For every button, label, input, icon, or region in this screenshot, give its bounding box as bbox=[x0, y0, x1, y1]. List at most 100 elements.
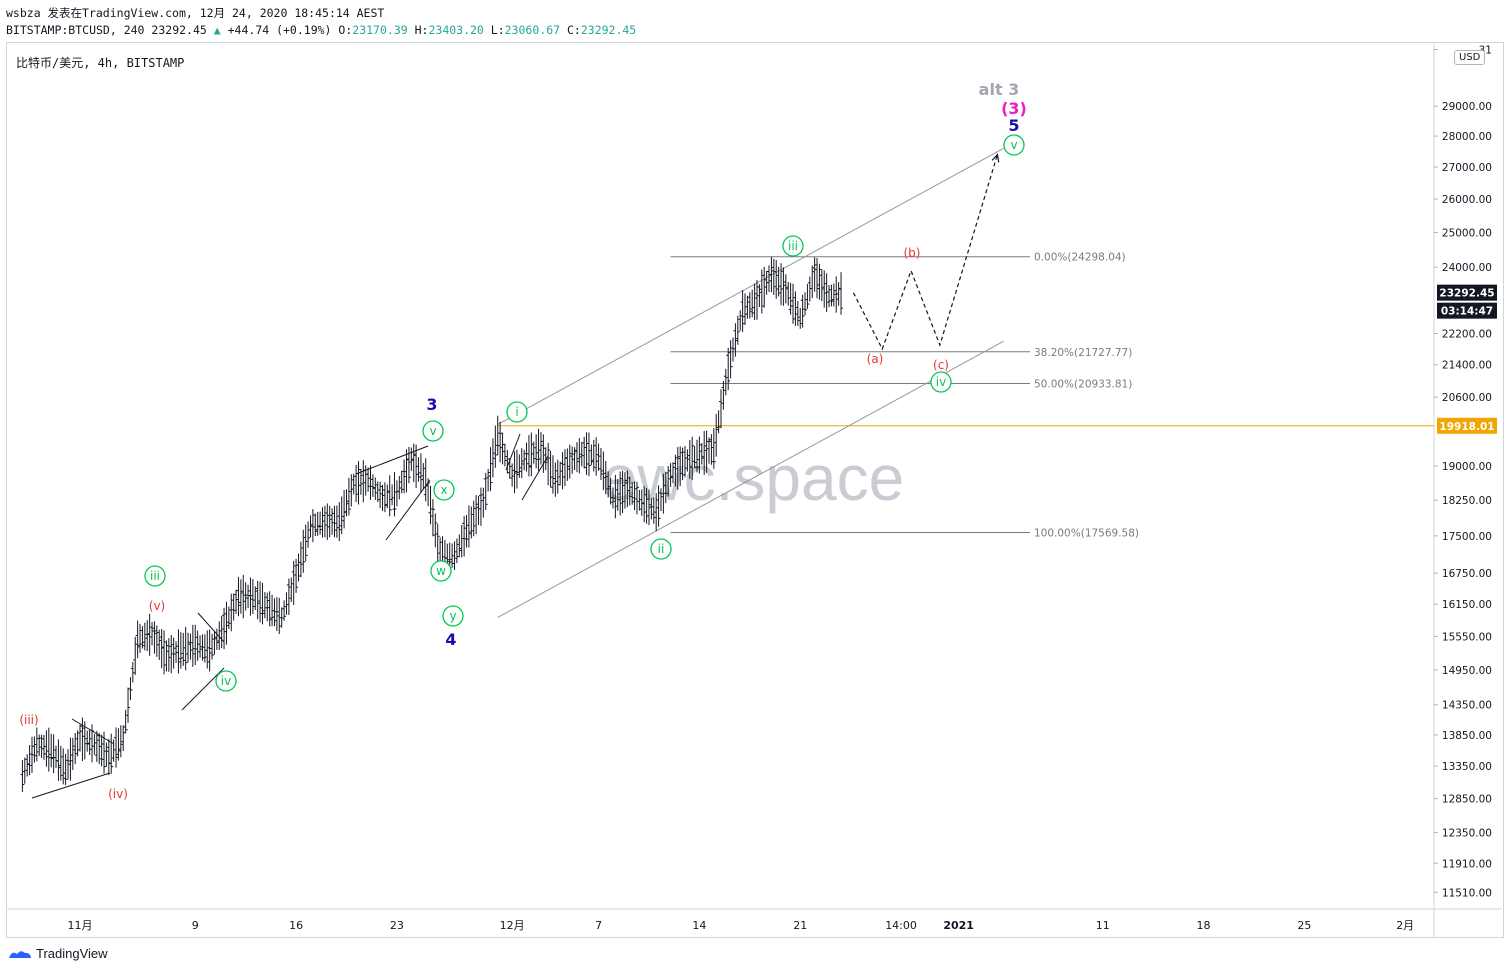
x-tick-label: 14:00 bbox=[885, 919, 917, 932]
wave-label: alt 3 bbox=[979, 80, 1020, 99]
y-tick-label: 11510.00 bbox=[1442, 887, 1492, 899]
y-tick-label: 18250.00 bbox=[1442, 495, 1492, 507]
author-line: wsbza 发表在TradingView.com, 12月 24, 2020 1… bbox=[6, 6, 385, 20]
price-label-box bbox=[1437, 302, 1497, 319]
wave-label-circle bbox=[215, 670, 237, 692]
price-label-text: 19918.01 bbox=[1439, 421, 1494, 433]
y-tick-label: 14350.00 bbox=[1442, 700, 1492, 712]
y-tick-label: 16750.00 bbox=[1442, 568, 1492, 580]
y-tick-label: 27000.00 bbox=[1442, 162, 1492, 174]
fib-level-label: 100.00%(17569.58) bbox=[1034, 528, 1139, 540]
ohlc-line: BITSTAMP:BTCUSD, 240 23292.45 ▲ +44.74 (… bbox=[6, 23, 636, 37]
wave-label: v bbox=[1010, 138, 1017, 152]
open-value: 23170.39 bbox=[352, 23, 408, 37]
wave-label: 4 bbox=[445, 630, 456, 649]
y-tick-label: 21400.00 bbox=[1442, 360, 1492, 372]
wave-label-circle bbox=[930, 371, 952, 393]
price-label-text: 03:14:47 bbox=[1441, 306, 1493, 318]
x-tick-label: 11月 bbox=[68, 919, 93, 932]
x-tick-label: 18 bbox=[1197, 919, 1211, 932]
close-label: C: bbox=[566, 23, 581, 37]
high-value: 23403.20 bbox=[428, 23, 484, 37]
currency-button[interactable]: USD bbox=[1454, 50, 1486, 65]
pattern-line bbox=[181, 667, 225, 711]
pattern-line bbox=[31, 772, 111, 799]
wave-label: (b) bbox=[904, 246, 921, 260]
y-tick-label: 19000.00 bbox=[1442, 461, 1492, 473]
x-tick-label: 23 bbox=[390, 919, 404, 932]
y-tick-label: 20600.00 bbox=[1442, 392, 1492, 404]
pattern-line bbox=[355, 445, 429, 475]
x-tick-label: 2月 bbox=[1396, 919, 1414, 932]
chart-title: 比特币/美元, 4h, BITSTAMP bbox=[16, 56, 185, 70]
wave-label-circle bbox=[144, 565, 166, 587]
x-tick-label: 16 bbox=[289, 919, 303, 932]
channel-line bbox=[497, 340, 1004, 618]
close-value: 23292.45 bbox=[580, 23, 637, 37]
wave-label: 5 bbox=[1008, 116, 1019, 135]
x-tick-label: 21 bbox=[793, 919, 807, 932]
y-tick-label: 15550.00 bbox=[1442, 631, 1492, 643]
wave-label-circle bbox=[430, 560, 452, 582]
y-tick-label: 17500.00 bbox=[1442, 531, 1492, 543]
fib-level-label: 0.00%(24298.04) bbox=[1034, 252, 1126, 264]
tradingview-footer[interactable]: TradingView bbox=[8, 946, 108, 961]
x-tick-label: 25 bbox=[1297, 919, 1311, 932]
wave-label-circle bbox=[433, 479, 455, 501]
last-price: 23292.45 bbox=[151, 23, 207, 37]
x-tick-label: 11 bbox=[1096, 919, 1110, 932]
wave-label-circle bbox=[442, 605, 464, 627]
y-tick-label: 13850.00 bbox=[1442, 730, 1492, 742]
price-label-box bbox=[1437, 417, 1497, 434]
projection-path bbox=[852, 154, 999, 351]
footer-brand: TradingView bbox=[36, 946, 108, 961]
low-label: L: bbox=[490, 23, 505, 37]
wave-label: ii bbox=[658, 542, 665, 556]
tradingview-logo-icon bbox=[9, 950, 31, 958]
wave-label: v bbox=[429, 424, 436, 438]
wave-label-circle bbox=[422, 420, 444, 442]
x-tick-label: 12月 bbox=[500, 919, 525, 932]
wave-label: iv bbox=[936, 375, 946, 389]
x-tick-label: 14 bbox=[692, 919, 706, 932]
symbol-prefix: BITSTAMP:BTCUSD, 240 bbox=[6, 23, 145, 37]
y-tick-label: 25000.00 bbox=[1442, 227, 1492, 239]
wave-label: (c) bbox=[933, 358, 949, 372]
x-tick-label: 2021 bbox=[943, 919, 974, 932]
wave-label: y bbox=[449, 609, 456, 623]
price-label-box bbox=[1437, 284, 1497, 301]
y-tick-label: 16150.00 bbox=[1442, 599, 1492, 611]
wave-label: iii bbox=[788, 239, 798, 253]
wave-label: (a) bbox=[867, 352, 884, 366]
wave-label: (iv) bbox=[108, 787, 128, 801]
wave-label: iv bbox=[221, 674, 231, 688]
wave-label-circle bbox=[650, 538, 672, 560]
pattern-line bbox=[385, 479, 431, 541]
channel-line bbox=[497, 147, 1004, 425]
y-tick-label: 13350.00 bbox=[1442, 761, 1492, 773]
wave-label-circle bbox=[1003, 134, 1025, 156]
low-value: 23060.67 bbox=[504, 23, 561, 37]
wave-label: w bbox=[436, 564, 446, 578]
y-tick-label: 29000.00 bbox=[1442, 101, 1492, 113]
y-tick-label: 12350.00 bbox=[1442, 827, 1492, 839]
pattern-line bbox=[521, 455, 549, 501]
x-tick-label: 7 bbox=[595, 919, 602, 932]
wave-label: (3) bbox=[1001, 99, 1027, 118]
wave-label: (v) bbox=[149, 599, 165, 613]
y-tick-label: 12850.00 bbox=[1442, 794, 1492, 806]
wave-label: 3 bbox=[426, 395, 437, 414]
y-tick-label: 28000.00 bbox=[1442, 131, 1492, 143]
y-tick-label: 14950.00 bbox=[1442, 665, 1492, 677]
fib-level-label: 38.20%(21727.77) bbox=[1034, 347, 1132, 359]
change-value: +44.74 (+0.19%) bbox=[227, 23, 332, 37]
chart-frame bbox=[6, 42, 1504, 938]
wave-label: i bbox=[515, 405, 518, 419]
pattern-line bbox=[505, 433, 521, 471]
open-label: O: bbox=[338, 23, 353, 37]
wave-label-circle bbox=[506, 401, 528, 423]
wave-label: x bbox=[440, 483, 447, 497]
y-tick-label: 11910.00 bbox=[1442, 858, 1492, 870]
wave-label-circle bbox=[782, 235, 804, 257]
